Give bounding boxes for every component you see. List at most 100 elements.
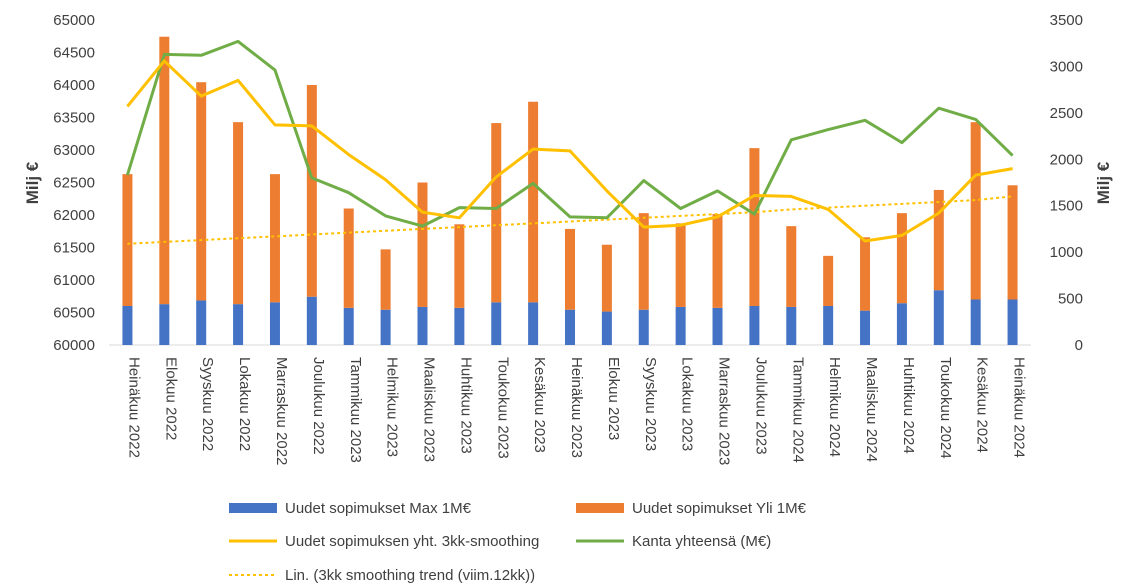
bar-max-1m <box>1007 299 1018 345</box>
right-axis-ticks: 0 500 1000 1500 2000 2500 3000 3500 <box>1050 12 1083 354</box>
x-tick-label: Marraskuu 2022 <box>273 357 290 465</box>
left-tick-label: 63500 <box>53 110 95 127</box>
x-tick-label: Toukokuu 2024 <box>937 357 954 459</box>
right-tick-label: 0 <box>1075 337 1083 354</box>
bar-max-1m <box>601 311 612 345</box>
right-tick-label: 1000 <box>1050 244 1083 261</box>
bar-yli-1m <box>565 228 575 310</box>
bar-yli-1m <box>159 36 170 305</box>
legend-label: Kanta yhteensä (M€) <box>632 533 771 550</box>
x-tick-label: Tammikuu 2023 <box>347 357 364 463</box>
bar-yli-1m <box>823 255 834 306</box>
x-tick-label: Heinäkuu 2024 <box>1011 357 1028 458</box>
x-tick-label: Elokuu 2023 <box>605 357 622 440</box>
trend-line <box>127 195 1013 245</box>
legend-label: Lin. (3kk smoothing trend (viim.12kk)) <box>285 567 535 584</box>
bar-yli-1m <box>343 208 354 308</box>
x-tick-label: Heinäkuu 2023 <box>568 357 585 458</box>
x-tick-label: Heinäkuu 2022 <box>125 357 142 458</box>
bar-yli-1m <box>233 122 244 305</box>
bar-yli-1m <box>638 213 649 310</box>
left-tick-label: 64000 <box>53 77 95 94</box>
x-tick-label: Kesäkuu 2023 <box>531 357 548 453</box>
left-tick-label: 62000 <box>53 207 95 224</box>
bar-max-1m <box>749 306 760 345</box>
bar-max-1m <box>306 296 317 345</box>
x-tick-label: Joulukuu 2023 <box>752 357 769 455</box>
bar-max-1m <box>528 302 539 345</box>
legend-swatch <box>576 503 624 513</box>
bar-yli-1m <box>712 214 723 308</box>
bar-max-1m <box>454 307 465 345</box>
bar-yli-1m <box>786 226 797 307</box>
kanta-line <box>125 39 1014 228</box>
legend-label: Uudet sopimuksen yht. 3kk-smoothing <box>285 533 539 550</box>
bar-yli-1m <box>306 85 317 297</box>
smoothing-line <box>126 59 1013 243</box>
bar-max-1m <box>823 306 834 345</box>
right-tick-label: 3500 <box>1050 12 1083 29</box>
bar-yli-1m <box>933 189 944 291</box>
left-axis-ticks: 60000 60500 61000 61500 62000 62500 63000 63500… <box>53 12 95 354</box>
bar-yli-1m <box>675 223 686 307</box>
x-tick-label: Toukokuu 2023 <box>494 357 511 459</box>
x-tick-label: Kesäkuu 2024 <box>974 357 991 453</box>
x-tick-label: Tammikuu 2024 <box>789 357 806 463</box>
bar-max-1m <box>565 309 575 345</box>
bar-max-1m <box>417 306 428 345</box>
bar-yli-1m <box>380 249 391 310</box>
left-tick-label: 61000 <box>53 272 95 289</box>
legend-label: Uudet sopimukset Yli 1M€ <box>632 500 807 517</box>
bar-max-1m <box>896 303 907 345</box>
bar-max-1m <box>712 307 723 345</box>
series-lines <box>125 39 1014 245</box>
bar-max-1m <box>233 304 244 345</box>
legend: Uudet sopimukset Max 1M€ Uudet sopimukset… <box>229 500 807 584</box>
bar-yli-1m <box>122 174 133 306</box>
bar-max-1m <box>380 309 391 345</box>
x-tick-label: Helmikuu 2024 <box>826 357 843 457</box>
legend-swatch <box>229 503 277 513</box>
x-tick-label: Lokakuu 2023 <box>679 357 696 451</box>
bar-max-1m <box>269 302 280 345</box>
bar-max-1m <box>970 299 981 345</box>
x-tick-label: Maaliskuu 2024 <box>863 357 880 462</box>
right-tick-label: 2000 <box>1050 151 1083 168</box>
x-tick-label: Joulukuu 2022 <box>310 357 327 455</box>
right-tick-label: 3000 <box>1050 58 1083 75</box>
x-tick-label: Elokuu 2022 <box>162 357 179 440</box>
bar-yli-1m <box>528 101 539 303</box>
right-tick-label: 500 <box>1058 291 1083 308</box>
right-tick-label: 1500 <box>1050 198 1083 215</box>
bar-max-1m <box>122 306 133 345</box>
bar-max-1m <box>196 300 207 345</box>
left-tick-label: 63000 <box>53 142 95 159</box>
left-tick-label: 60500 <box>53 305 95 322</box>
left-tick-label: 65000 <box>53 12 95 29</box>
x-tick-label: Maaliskuu 2023 <box>421 357 438 462</box>
bar-yli-1m <box>749 148 760 306</box>
left-tick-label: 62500 <box>53 175 95 192</box>
legend-label: Uudet sopimukset Max 1M€ <box>285 500 472 517</box>
right-axis-title: Milj € <box>1094 161 1113 204</box>
bar-max-1m <box>860 310 871 345</box>
x-tick-label: Lokakuu 2022 <box>236 357 253 451</box>
bar-max-1m <box>638 309 649 345</box>
bars <box>122 36 1018 345</box>
bar-max-1m <box>159 304 170 345</box>
left-tick-label: 60000 <box>53 337 95 354</box>
bar-yli-1m <box>896 213 907 304</box>
x-tick-label: Syyskuu 2023 <box>642 357 659 451</box>
left-tick-label: 61500 <box>53 240 95 257</box>
left-axis-title: Milj € <box>23 161 42 204</box>
bar-max-1m <box>675 306 686 345</box>
bar-yli-1m <box>417 182 428 307</box>
x-tick-label: Huhtikuu 2023 <box>457 357 474 454</box>
x-axis-ticks: Heinäkuu 2022 Elokuu 2022 Syyskuu 2022 Loka… <box>125 357 1027 465</box>
x-tick-label: Helmikuu 2023 <box>384 357 401 457</box>
bar-yli-1m <box>601 244 612 312</box>
bar-yli-1m <box>269 174 280 303</box>
bar-yli-1m <box>196 82 207 301</box>
bar-max-1m <box>491 302 502 345</box>
bar-max-1m <box>786 306 797 345</box>
